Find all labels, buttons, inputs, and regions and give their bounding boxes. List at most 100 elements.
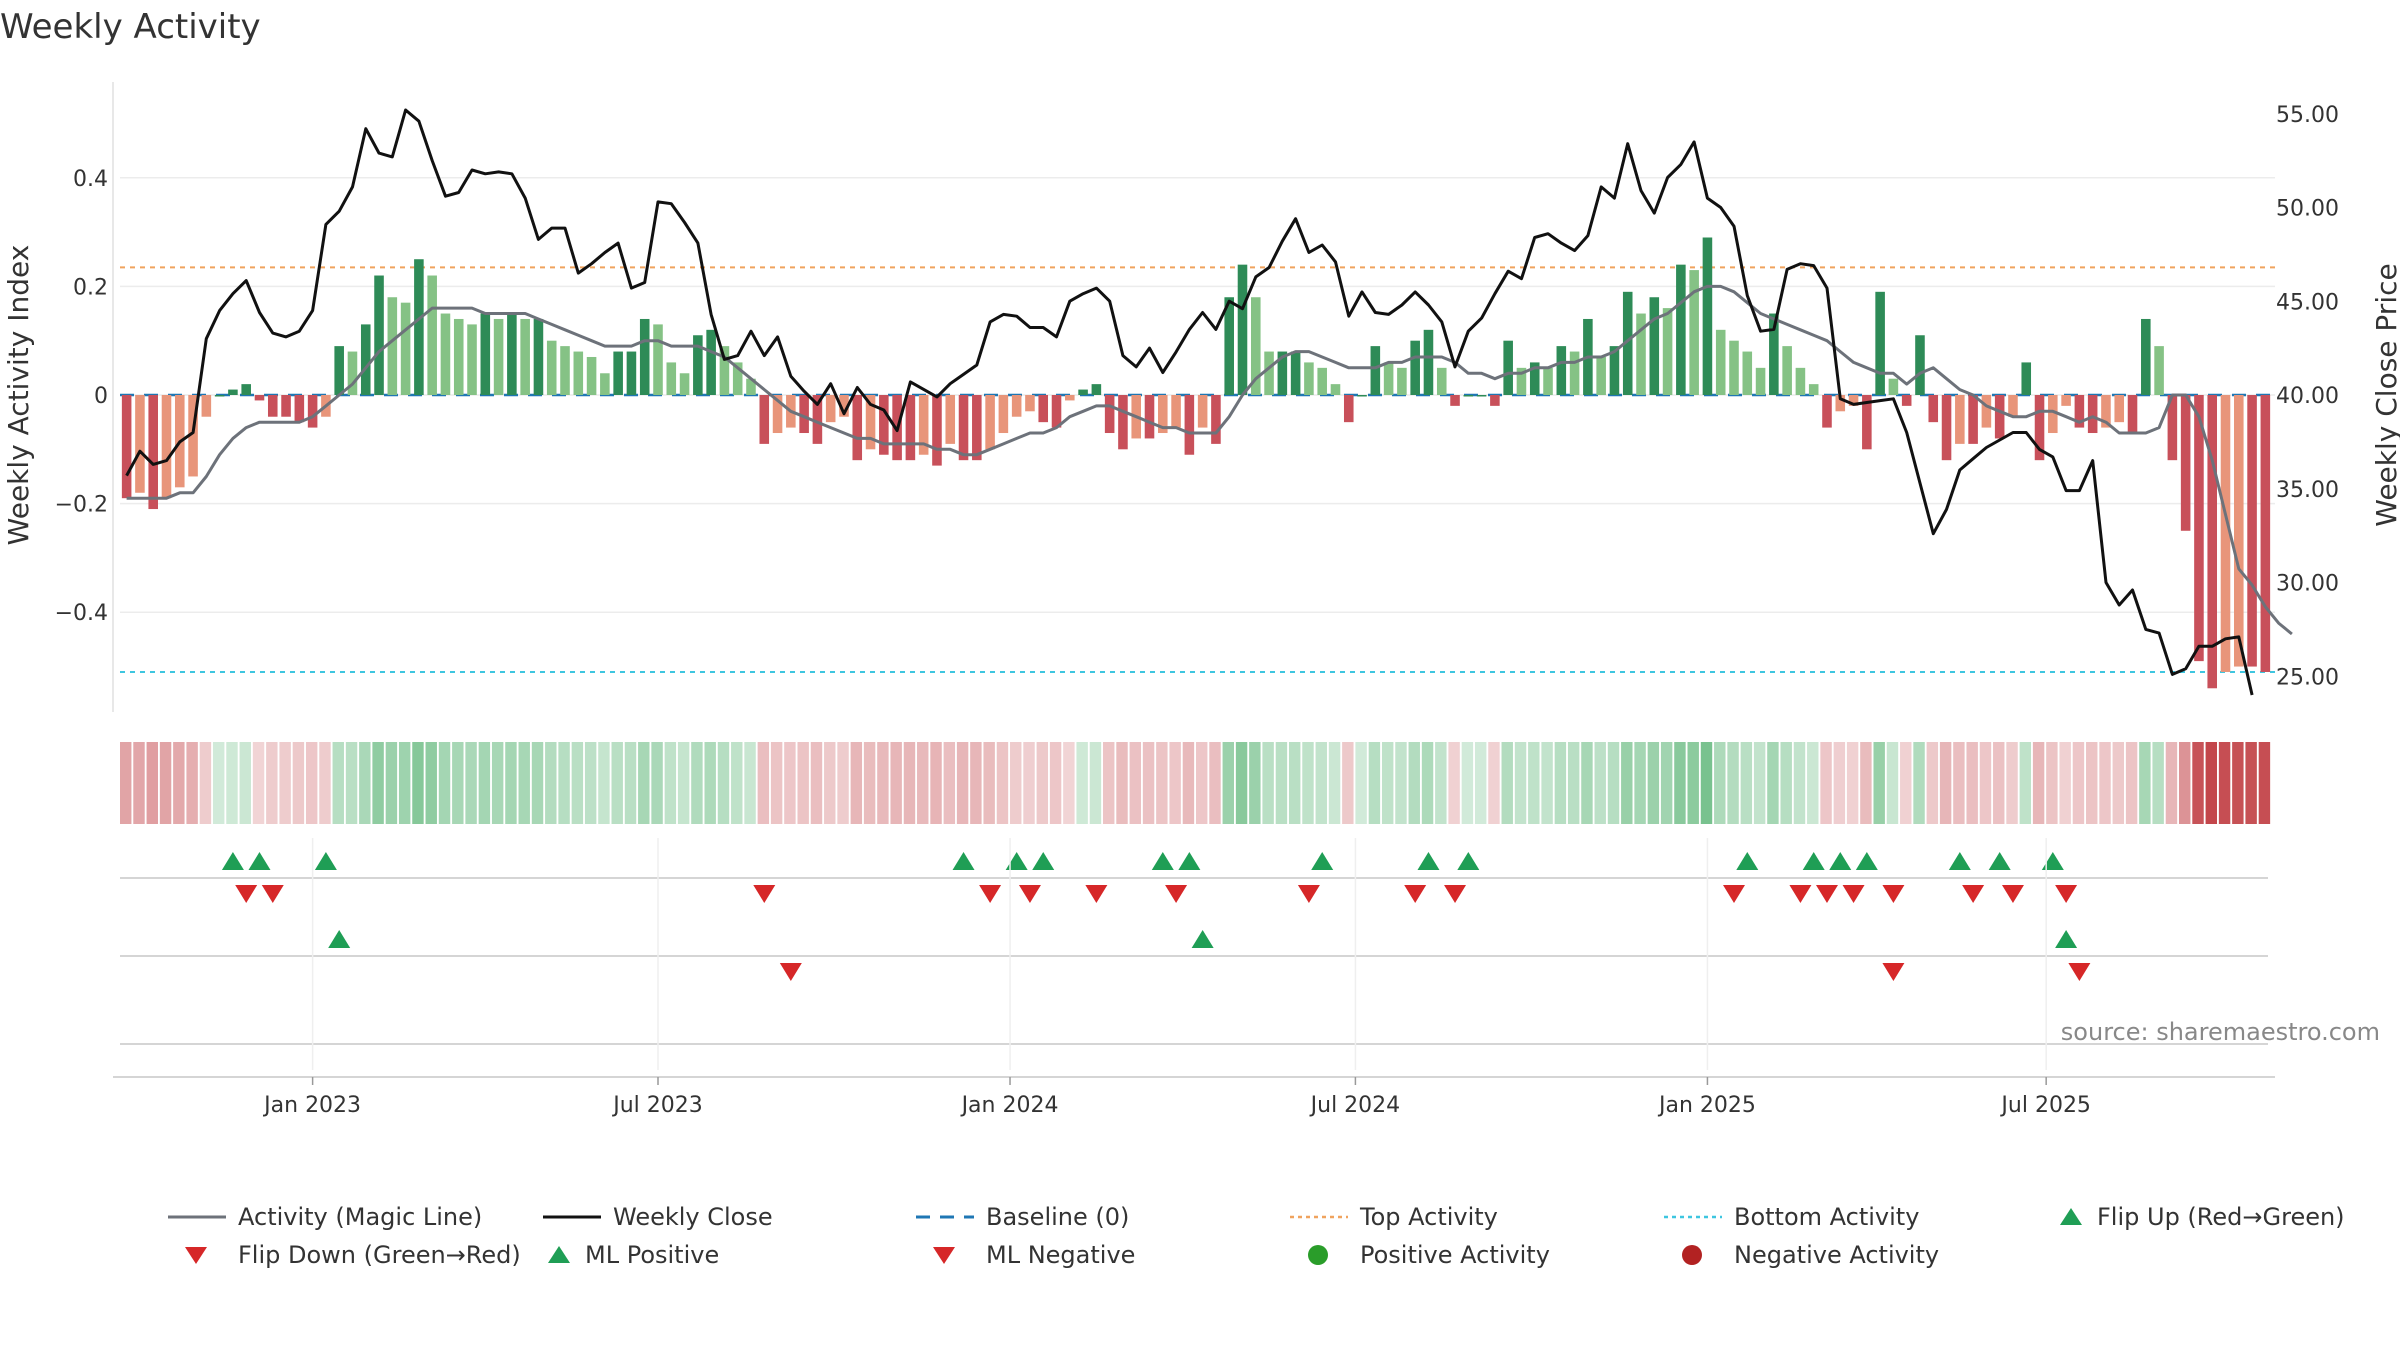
activity-bar <box>1901 395 1912 406</box>
activity-bar <box>2114 395 2125 423</box>
legend-item: Negative Activity <box>1682 1241 1939 1269</box>
heat-cell <box>478 742 491 824</box>
activity-bar <box>1330 384 1341 395</box>
activity-bar <box>586 356 597 395</box>
activity-bar <box>1091 384 1102 395</box>
heat-cell <box>1886 742 1899 824</box>
heat-cell <box>2192 742 2204 824</box>
heat-cell <box>1727 742 1739 824</box>
heat-cell <box>2205 742 2218 824</box>
activity-bar <box>1636 313 1646 395</box>
activity-bar <box>2180 395 2191 531</box>
y-right-tick-label: 35.00 <box>2276 478 2339 503</box>
heat-cell <box>1541 742 1553 824</box>
activity-bar <box>1596 356 1606 395</box>
heat-cell <box>1567 742 1580 824</box>
activity-bar <box>281 395 291 417</box>
activity-bar <box>2167 395 2178 461</box>
heat-cell <box>731 742 743 824</box>
flip-up-marker <box>1948 852 1971 870</box>
heat-cell <box>1607 742 1620 824</box>
heat-cell <box>1634 742 1646 824</box>
legend-label: Activity (Magic Line) <box>238 1203 482 1231</box>
activity-bar <box>799 395 809 434</box>
legend: Activity (Magic Line) Weekly Close Baselin… <box>168 1203 2345 1269</box>
heat-cell <box>305 742 318 824</box>
legend-swatch <box>1682 1245 1702 1265</box>
flip-up-marker <box>1311 852 1334 870</box>
activity-bar <box>759 395 770 444</box>
flip-down-marker <box>753 885 776 903</box>
heat-cell <box>199 742 212 824</box>
heat-cell <box>1793 742 1806 824</box>
heat-cell <box>1953 742 1965 824</box>
x-tick-label: Jul 2025 <box>1999 1093 2091 1118</box>
y-right-tick-label: 40.00 <box>2276 384 2339 409</box>
heat-cell <box>226 742 238 824</box>
heat-cell <box>465 742 477 824</box>
activity-bar <box>1277 351 1288 395</box>
heat-cell <box>1435 742 1447 824</box>
activity-bar <box>1264 351 1274 395</box>
activity-bar <box>1702 237 1713 395</box>
flip-up-marker <box>1829 852 1852 870</box>
heat-cell <box>1368 742 1381 824</box>
legend-label: Baseline (0) <box>986 1203 1129 1231</box>
activity-bar <box>188 395 198 477</box>
legend-label: Flip Up (Red→Green) <box>2097 1203 2345 1231</box>
heat-cell <box>1103 742 1115 824</box>
activity-bar <box>2087 395 2098 434</box>
heat-cell <box>824 742 836 824</box>
heat-cell <box>1621 742 1633 824</box>
activity-bar <box>679 373 690 395</box>
heat-cell <box>744 742 756 824</box>
activity-bar <box>2260 395 2271 672</box>
activity-bar <box>1981 395 1992 428</box>
activity-bar <box>148 395 158 510</box>
activity-bars <box>121 237 2271 689</box>
y-left-tick-label: 0.2 <box>73 275 108 300</box>
activity-bar <box>1383 362 1394 395</box>
heat-cell <box>1328 742 1341 824</box>
legend-item: ML Positive <box>548 1241 719 1269</box>
heat-cell <box>983 742 995 824</box>
activity-bar <box>267 395 278 417</box>
activity-bar <box>985 395 995 450</box>
activity-bar <box>1237 264 1248 395</box>
heat-cell <box>1036 742 1049 824</box>
activity-bar <box>1888 378 1899 395</box>
activity-bar <box>706 329 716 395</box>
x-tick-label: Jul 2024 <box>1309 1093 1401 1118</box>
activity-bar <box>135 395 145 493</box>
heat-cell <box>624 742 637 824</box>
heat-cell <box>292 742 305 824</box>
activity-bar <box>1556 346 1567 395</box>
heat-cell <box>930 742 942 824</box>
heat-cell <box>571 742 584 824</box>
activity-bar <box>2021 362 2032 395</box>
activity-bar <box>1503 340 1513 395</box>
heat-cell <box>2139 742 2151 824</box>
activity-bar <box>480 313 491 395</box>
heat-cell <box>266 742 278 824</box>
flip-down-marker <box>2055 885 2078 903</box>
legend-swatch <box>548 1246 570 1263</box>
axes: 0.4 0.2 0 −0.2 −0.4 55.00 50.00 45.00 40.00 35.00… <box>55 82 2339 712</box>
heat-cell <box>1528 742 1540 824</box>
heat-cell <box>1581 742 1593 824</box>
activity-bar <box>1370 346 1381 395</box>
activity-bar <box>1808 384 1819 395</box>
heat-cell <box>1129 742 1142 824</box>
activity-bar <box>2154 346 2164 395</box>
heat-cell <box>398 742 411 824</box>
heat-cell <box>1753 742 1766 824</box>
heat-cell <box>120 742 132 824</box>
heat-cell <box>1900 742 1912 824</box>
heat-cell <box>2019 742 2032 824</box>
heat-cell <box>1966 742 1978 824</box>
heat-cell <box>2006 742 2018 824</box>
activity-bar <box>1410 340 1420 395</box>
ml-negative-marker <box>779 963 802 981</box>
heat-cell <box>1142 742 1155 824</box>
activity-bar <box>1742 351 1753 395</box>
